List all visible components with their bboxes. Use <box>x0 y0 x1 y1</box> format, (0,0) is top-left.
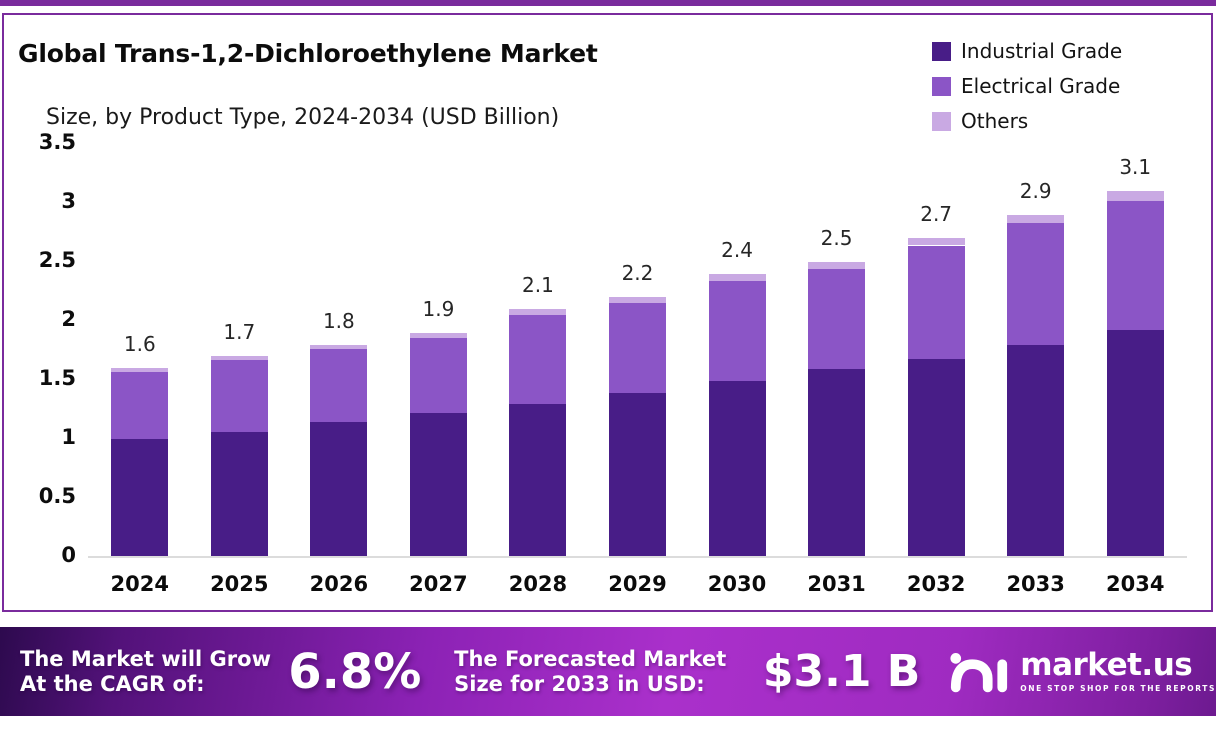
y-tick-1: 1 <box>61 425 76 449</box>
plot-area: 1.6 1.7 1.8 1.9 2.1 2.2 2.4 2.5 2.7 2.9 3.1 <box>90 144 1185 557</box>
banner-cagr-value: 6.8% <box>288 643 422 700</box>
bar-segment-electrical-grade-2026 <box>310 349 368 423</box>
bar-total-label-2034: 3.1 <box>1119 155 1152 180</box>
legend: Industrial Grade Electrical Grade Others <box>932 39 1122 133</box>
legend-swatch-icon <box>932 41 951 61</box>
bar-segment-others-2031 <box>808 262 866 270</box>
bar-segment-others-2033 <box>1007 214 1065 224</box>
bar-total-label-2031: 2.5 <box>820 226 853 250</box>
market-us-logo-tagline: ONE STOP SHOP FOR THE REPORTS <box>1020 684 1216 694</box>
bar-segment-electrical-grade-2024 <box>111 371 169 439</box>
bar-segment-industrial-grade-2033 <box>1007 344 1065 557</box>
bar-segment-industrial-grade-2032 <box>907 358 965 557</box>
legend-item-industrial-grade: Industrial Grade <box>932 39 1122 63</box>
x-tick-2031: 2031 <box>807 572 866 596</box>
legend-swatch-icon <box>932 111 951 131</box>
x-tick-2028: 2028 <box>508 572 568 596</box>
bar-total-label-2026: 1.8 <box>322 308 355 333</box>
y-tick-3: 3 <box>61 189 76 213</box>
bar-total-label-2025: 1.7 <box>223 320 256 345</box>
x-tick-2032: 2032 <box>906 572 966 596</box>
legend-label: Electrical Grade <box>961 74 1121 98</box>
bar-segment-industrial-grade-2034 <box>1106 330 1164 557</box>
bar-segment-others-2025 <box>210 356 268 360</box>
bar-segment-others-2032 <box>907 238 965 246</box>
chart-subtitle: Size, by Product Type, 2024-2034 (USD Bi… <box>46 105 560 130</box>
bar-segment-industrial-grade-2027 <box>409 413 467 557</box>
chart-title: Global Trans-1,2-Dichloroethylene Market <box>18 39 598 68</box>
bar-segment-industrial-grade-2031 <box>808 369 866 557</box>
bar-segment-electrical-grade-2033 <box>1007 223 1065 345</box>
bar-segment-others-2030 <box>708 273 766 281</box>
legend-label: Others <box>961 109 1029 133</box>
bar-segment-electrical-grade-2027 <box>409 337 467 414</box>
bar-total-label-2033: 2.9 <box>1019 178 1052 203</box>
bar-segment-others-2029 <box>609 297 666 304</box>
x-tick-2026: 2026 <box>309 572 369 596</box>
banner-cagr-label-line1: The Market will Grow <box>20 646 271 671</box>
bar-segment-industrial-grade-2029 <box>609 392 666 557</box>
y-tick-3.5: 3.5 <box>38 130 76 154</box>
bar-segment-electrical-grade-2031 <box>808 269 866 370</box>
legend-item-electrical-grade: Electrical Grade <box>932 74 1122 98</box>
legend-swatch-icon <box>932 76 951 96</box>
bar-segment-others-2027 <box>409 332 467 338</box>
market-us-wordmark: market.us ONE STOP SHOP FOR THE REPORTS <box>1020 650 1216 693</box>
top-accent-strip <box>0 0 1216 6</box>
x-axis-baseline <box>88 556 1187 558</box>
bar-segment-others-2024 <box>111 368 169 372</box>
x-tick-2027: 2027 <box>409 572 468 596</box>
bar-segment-industrial-grade-2030 <box>708 381 766 557</box>
bar-total-label-2032: 2.7 <box>920 202 953 227</box>
bar-total-label-2028: 2.1 <box>522 273 554 298</box>
bar-segment-electrical-grade-2030 <box>708 280 766 382</box>
banner-forecast-label-line2: Size for 2033 in USD: <box>454 671 705 696</box>
bar-segment-electrical-grade-2028 <box>509 315 567 404</box>
x-tick-2025: 2025 <box>210 572 269 596</box>
bar-segment-electrical-grade-2032 <box>907 245 965 359</box>
y-tick-2.5: 2.5 <box>38 248 76 272</box>
legend-label: Industrial Grade <box>961 39 1123 63</box>
bar-segment-industrial-grade-2028 <box>509 403 567 557</box>
bar-segment-industrial-grade-2025 <box>210 431 268 557</box>
bar-segment-industrial-grade-2026 <box>310 422 368 557</box>
bar-segment-others-2026 <box>310 344 368 350</box>
legend-item-others: Others <box>932 109 1122 133</box>
bar-segment-electrical-grade-2029 <box>609 303 666 393</box>
banner-cagr-label: The Market will Grow At the CAGR of: <box>20 647 288 697</box>
bar-segment-industrial-grade-2024 <box>111 439 169 557</box>
bar-total-label-2027: 1.9 <box>422 296 455 321</box>
y-tick-0: 0 <box>61 543 76 567</box>
banner-cagr-label-line2: At the CAGR of: <box>20 671 205 696</box>
bar-segment-electrical-grade-2034 <box>1106 200 1164 331</box>
y-tick-0.5: 0.5 <box>38 484 76 508</box>
banner: The Market will Grow At the CAGR of: 6.8… <box>0 627 1216 716</box>
x-tick-2034: 2034 <box>1105 572 1165 596</box>
y-tick-1.5: 1.5 <box>38 366 76 390</box>
x-tick-2033: 2033 <box>1006 572 1065 596</box>
bar-segment-others-2034 <box>1106 191 1164 201</box>
x-tick-2029: 2029 <box>608 572 667 596</box>
market-us-logo: market.us ONE STOP SHOP FOR THE REPORTS <box>948 646 1216 698</box>
bar-total-label-2030: 2.4 <box>721 237 753 262</box>
x-tick-2030: 2030 <box>707 572 767 596</box>
bar-total-label-2029: 2.2 <box>621 261 654 286</box>
banner-forecast-value: $3.1 B <box>762 646 921 697</box>
x-tick-2024: 2024 <box>110 572 169 596</box>
banner-forecast-label-line1: The Forecasted Market <box>454 646 727 671</box>
banner-forecast-label: The Forecasted Market Size for 2033 in U… <box>454 647 763 697</box>
bar-segment-electrical-grade-2025 <box>210 359 268 432</box>
market-us-logo-icon <box>948 646 1010 698</box>
bar-total-label-2024: 1.6 <box>123 332 156 357</box>
y-tick-2: 2 <box>61 307 76 331</box>
market-us-logo-text: market.us <box>1020 647 1193 684</box>
bar-segment-others-2028 <box>509 309 567 316</box>
